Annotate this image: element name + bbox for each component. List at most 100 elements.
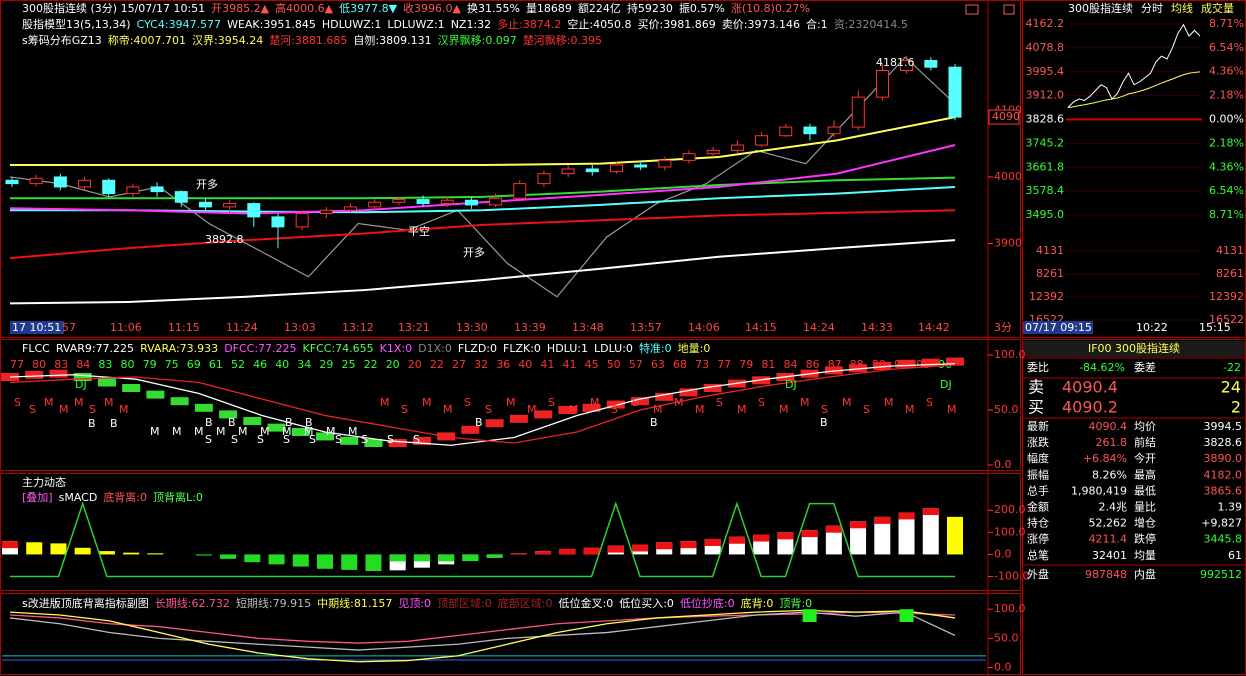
flcc-number: 20 [408, 358, 422, 371]
bottom-letter: B [305, 416, 313, 429]
close-icon[interactable] [1003, 4, 1015, 15]
time-label: 13:21 [398, 321, 430, 334]
macd-bar [268, 554, 285, 565]
high-label: 4181.6 [876, 56, 915, 69]
flcc-number: 83 [54, 358, 68, 371]
mini-y2-label: 6.54% [1209, 184, 1244, 197]
time-label: 13:12 [342, 321, 374, 334]
candle-body [658, 159, 672, 168]
kfcc-block [194, 403, 213, 412]
dj-label: DJ [785, 378, 797, 391]
sell-price: 4090.4 [1062, 378, 1118, 397]
bottom-letter: M [194, 425, 204, 438]
macd-cap [753, 534, 770, 542]
mini-title: 成交量 [1201, 1, 1234, 15]
bottom-letter: S [283, 433, 290, 446]
y-tick-label: 50.0 [994, 631, 1019, 644]
header-item: RVARA:73.933 [140, 342, 218, 355]
macd-cap [850, 521, 867, 529]
flcc-number: 80 [121, 358, 135, 371]
y-tick-label: 0.0 [994, 458, 1012, 471]
signal-line [10, 501, 955, 578]
candle-body [440, 199, 454, 205]
flcc-number: 84 [784, 358, 798, 371]
mini-time: 07/17 09:15 [1025, 321, 1092, 334]
ma-line [9, 144, 956, 215]
top-letter: M [380, 396, 390, 409]
flcc-number: 22 [430, 358, 444, 371]
bottom-letter: S [413, 433, 420, 446]
price-box [988, 109, 1020, 125]
header-item: FLZK:0 [503, 342, 541, 355]
sell-volume: 24 [1221, 378, 1241, 397]
macd-cap [632, 544, 648, 552]
quote-value: 3994.5 [1204, 420, 1243, 433]
top-letter: M [569, 403, 579, 416]
candle-body [537, 173, 551, 185]
macd-cap [801, 530, 818, 538]
flcc-number: 45 [585, 358, 599, 371]
macd-cap [728, 536, 745, 544]
quote-label: 量比 [1134, 501, 1156, 514]
top-letter: M [905, 403, 915, 416]
flcc-number: 32 [474, 358, 488, 371]
vol-label-right: 8261 [1216, 267, 1244, 280]
time-highlight [10, 321, 64, 334]
macd-bar [292, 554, 309, 567]
top-letter: M [443, 403, 453, 416]
y-tick-label: 100.0 [994, 602, 1026, 615]
settings-icon[interactable] [965, 4, 979, 15]
top-letter: S [758, 396, 765, 409]
vol-label-right: 16522 [1209, 313, 1244, 326]
header-item: [叠加] [22, 491, 53, 504]
macd-bar [98, 551, 115, 555]
header-item: 资:2320414.5 [834, 18, 908, 31]
flcc-number: 69 [187, 358, 201, 371]
quote-label: 外盘 [1027, 567, 1049, 581]
header-item: 振0.57% [679, 1, 725, 15]
header-item: CYC4:3947.577 [137, 18, 221, 31]
diff-label: 委差 [1134, 360, 1156, 374]
kfcc-block [267, 423, 286, 432]
header-item: 底背离:0 [103, 490, 147, 504]
flcc-number: 61 [209, 358, 223, 371]
header-item: sMACD [59, 491, 98, 504]
candle-body [851, 96, 865, 128]
header-item: FLCC [22, 342, 50, 355]
mini-y2-label: 4.36% [1209, 160, 1244, 173]
header-item: 中期线:81.157 [317, 596, 392, 610]
main-panel-frame [0, 0, 1021, 338]
quote-label: 内盘 [1134, 567, 1156, 581]
candle-body [875, 70, 889, 98]
quote-value: 4211.4 [1089, 533, 1128, 546]
flcc-number: 40 [518, 358, 532, 371]
candle-body [924, 60, 938, 68]
signal-label: 平空 [408, 224, 430, 238]
kfcc-block [897, 359, 916, 368]
time-label: 13:39 [514, 321, 546, 334]
top-letter: M [422, 396, 432, 409]
candle-body [53, 176, 67, 188]
mini-y-label: 3661.8 [1026, 160, 1065, 173]
bottom-letter: M [216, 425, 226, 438]
macd-cap [413, 554, 430, 562]
header-item: s筹码分布GZ13 [22, 33, 102, 47]
kfcc-block [364, 439, 383, 448]
kfcc-block [243, 417, 262, 426]
bottom-letter: M [326, 425, 336, 438]
quote-value: 3865.6 [1204, 484, 1243, 497]
header-item: 汉界飘移:0.097 [438, 34, 517, 47]
sell-label: 卖 [1028, 378, 1044, 397]
quote-value: 3890.0 [1204, 452, 1243, 465]
macd-cap [680, 541, 697, 549]
candle-body [682, 153, 696, 161]
mini-y2-label: 0.00% [1209, 113, 1244, 126]
candle-body [585, 168, 599, 173]
div-line [9, 611, 956, 651]
dj-label: DJ [940, 378, 952, 391]
bottom-letter: B [820, 416, 828, 429]
signal-label: 开多 [196, 177, 218, 191]
mini-y-label: 4078.8 [1026, 41, 1065, 54]
flcc-number: 77 [10, 358, 24, 371]
quote-value: 992512 [1200, 568, 1242, 581]
